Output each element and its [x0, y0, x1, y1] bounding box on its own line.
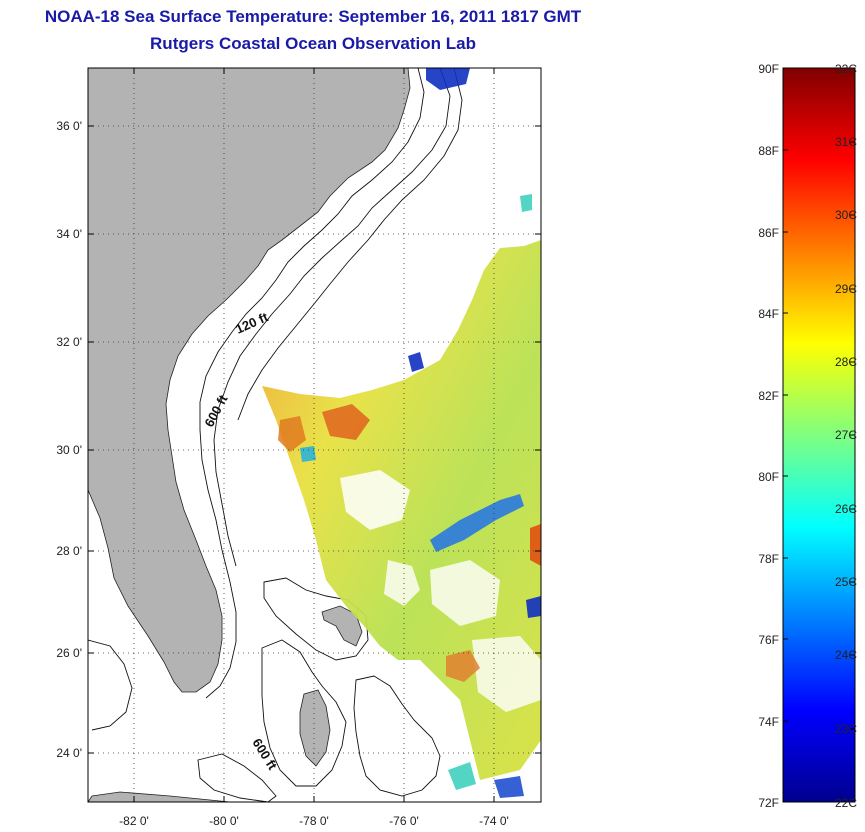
colorbar-c-22: 22C: [835, 796, 857, 810]
land-cuba: [88, 791, 231, 802]
colorbar-f-78: 78F: [758, 552, 779, 566]
frame-ticks: [88, 68, 541, 802]
lat-label-36: 36 0': [56, 119, 82, 133]
lon-label-80: -80 0': [209, 814, 239, 828]
colorbar-f-84: 84F: [758, 307, 779, 321]
colorbar-c-25: 25C: [835, 575, 857, 589]
colorbar: [782, 67, 856, 803]
colorbar-f-72: 72F: [758, 796, 779, 810]
colorbar-f-76: 76F: [758, 633, 779, 647]
lat-label-32: 32 0': [56, 335, 82, 349]
lon-label-76: -76 0': [389, 814, 419, 828]
colorbar-f-90: 90F: [758, 62, 779, 76]
lat-label-28: 28 0': [56, 544, 82, 558]
colorbar-f-80: 80F: [758, 470, 779, 484]
colorbar-c-23: 23C: [835, 722, 857, 736]
lat-label-30: 30 0': [56, 443, 82, 457]
colorbar-c-24: 24C: [835, 648, 857, 662]
colorbar-c-30: 30C: [835, 208, 857, 222]
colorbar-c-28: 28C: [835, 355, 857, 369]
colorbar-f-86: 86F: [758, 226, 779, 240]
land-bahamas-north: [321, 605, 363, 647]
graticule: [88, 68, 541, 802]
map-title: NOAA-18 Sea Surface Temperature: Septemb…: [44, 7, 582, 26]
lon-label-78: -78 0': [299, 814, 329, 828]
colorbar-c-29: 29C: [835, 282, 857, 296]
lon-label-82: -82 0': [119, 814, 149, 828]
colorbar-c-26: 26C: [835, 502, 857, 516]
lat-label-24: 24 0': [56, 746, 82, 760]
colorbar-c-31: 31C: [835, 135, 857, 149]
lat-label-26: 26 0': [56, 646, 82, 660]
sst-swath: [262, 68, 541, 798]
land-us-east-coast: [88, 68, 411, 693]
bathymetry-contours: [88, 68, 463, 802]
colorbar-f-82: 82F: [758, 389, 779, 403]
lon-label-74: -74 0': [479, 814, 509, 828]
colorbar-c-27: 27C: [835, 428, 857, 442]
land-bahamas-andros: [299, 689, 331, 767]
colorbar-c-32: 32C: [835, 62, 857, 76]
map-subtitle: Rutgers Coastal Ocean Observation Lab: [150, 34, 476, 53]
colorbar-f-74: 74F: [758, 715, 779, 729]
colorbar-f-88: 88F: [758, 144, 779, 158]
colorbar-ticks: [783, 141, 855, 730]
lat-label-34: 34 0': [56, 227, 82, 241]
